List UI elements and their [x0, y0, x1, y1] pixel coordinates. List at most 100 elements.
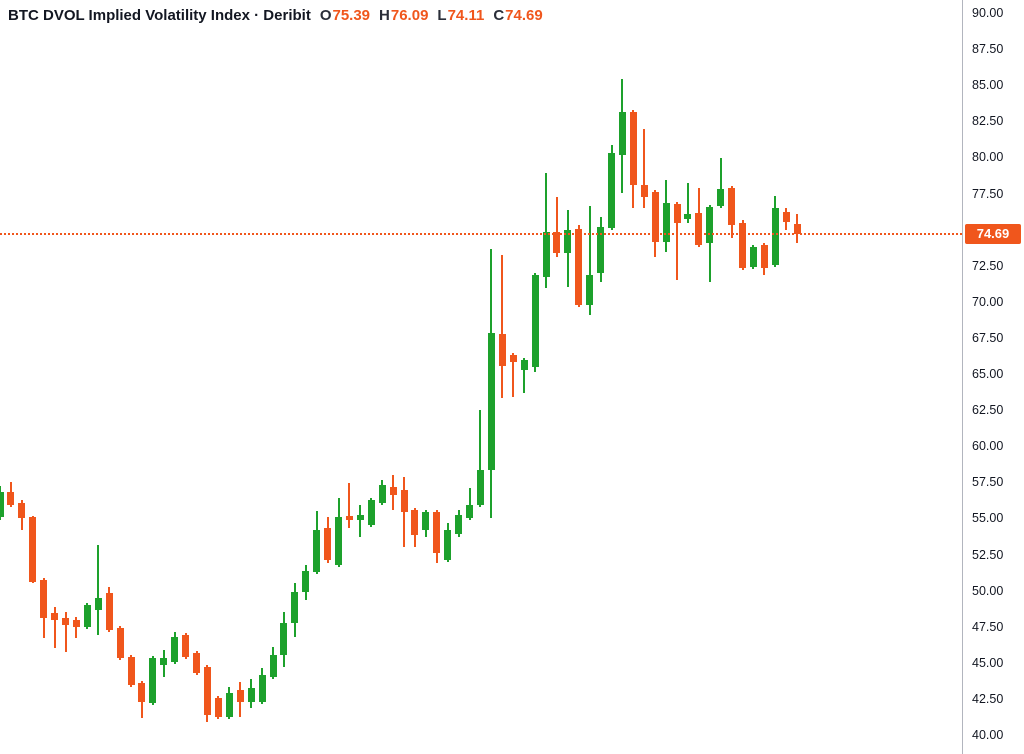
- y-axis-label: 67.50: [972, 331, 1004, 345]
- candle-body: [357, 515, 364, 520]
- candle-body: [663, 203, 670, 242]
- candle-body: [302, 571, 309, 592]
- y-axis-label: 72.50: [972, 259, 1004, 273]
- candle-body: [641, 185, 648, 197]
- candle-body: [717, 189, 724, 206]
- high-letter: H: [379, 7, 390, 24]
- candle-body: [215, 698, 222, 717]
- open-letter: O: [319, 7, 332, 24]
- candle-body: [7, 492, 14, 505]
- candle-body: [117, 628, 124, 658]
- candle-body: [652, 192, 659, 242]
- y-axis-label: 65.00: [972, 367, 1004, 381]
- candle-wick: [469, 488, 471, 520]
- candle-body: [477, 470, 484, 505]
- last-price-line: [0, 233, 962, 235]
- y-axis-label: 57.50: [972, 475, 1004, 489]
- candle-body: [608, 153, 615, 228]
- candle-body: [794, 224, 801, 234]
- candle-wick: [97, 545, 99, 635]
- candle-body: [564, 230, 571, 253]
- candle-body: [226, 693, 233, 717]
- y-axis-label: 80.00: [972, 150, 1004, 164]
- candle-wick: [75, 617, 77, 638]
- candle-body: [390, 487, 397, 495]
- candle-body: [313, 530, 320, 572]
- close-value: 74.69: [505, 7, 543, 24]
- candle-body: [411, 510, 418, 535]
- candle-body: [422, 512, 429, 530]
- y-axis-label: 62.50: [972, 403, 1004, 417]
- candle-wick: [65, 612, 67, 652]
- y-axis-label: 85.00: [972, 78, 1004, 92]
- candle-body: [171, 637, 178, 662]
- chart-pane[interactable]: [0, 0, 962, 754]
- candle-wick: [589, 206, 591, 315]
- candle-body: [18, 503, 25, 518]
- candle-body: [324, 528, 331, 560]
- candle-body: [706, 207, 713, 243]
- candle-body: [160, 658, 167, 665]
- last-price-label: 74.69: [965, 224, 1021, 244]
- candle-body: [433, 512, 440, 553]
- candle-body: [695, 213, 702, 245]
- open-value: 75.39: [332, 7, 371, 24]
- candle-body: [29, 517, 36, 582]
- low-value: 74.11: [447, 7, 485, 24]
- candle-wick: [54, 607, 56, 648]
- candle-body: [138, 683, 145, 702]
- candle-body: [95, 598, 102, 610]
- candle-body: [401, 490, 408, 512]
- y-axis-label: 45.00: [972, 656, 1004, 670]
- candle-body: [455, 515, 462, 534]
- high-value: 76.09: [390, 7, 429, 24]
- y-axis-label: 87.50: [972, 42, 1004, 56]
- candle-body: [674, 204, 681, 223]
- y-axis-label: 42.50: [972, 692, 1004, 706]
- candle-body: [84, 605, 91, 627]
- candle-body: [783, 212, 790, 222]
- candle-body: [466, 505, 473, 518]
- candle-body: [684, 214, 691, 219]
- candle-wick: [720, 158, 722, 208]
- candle-body: [0, 492, 4, 517]
- y-axis-label: 60.00: [972, 439, 1004, 453]
- candle-body: [728, 188, 735, 225]
- candle-body: [128, 657, 135, 685]
- candle-wick: [709, 205, 711, 282]
- candle-body: [193, 653, 200, 673]
- price-scale-axis-line: [962, 0, 963, 754]
- candle-body: [499, 334, 506, 366]
- candle-wick: [676, 202, 678, 280]
- candle-body: [73, 620, 80, 627]
- instrument-title: BTC DVOL Implied Volatility Index · Deri…: [8, 7, 311, 24]
- candle-body: [204, 667, 211, 715]
- candle-wick: [348, 483, 350, 528]
- candle-body: [237, 690, 244, 702]
- candle-body: [761, 245, 768, 268]
- candle-body: [586, 275, 593, 305]
- y-axis-label: 55.00: [972, 511, 1004, 525]
- chart-legend[interactable]: BTC DVOL Implied Volatility Index · Deri…: [8, 7, 543, 27]
- candle-body: [280, 623, 287, 655]
- candle-body: [259, 675, 266, 702]
- candle-wick: [501, 255, 503, 398]
- candle-body: [532, 275, 539, 367]
- candle-body: [335, 517, 342, 565]
- y-axis-label: 40.00: [972, 728, 1004, 742]
- candle-body: [51, 613, 58, 620]
- low-letter: L: [437, 7, 447, 24]
- candle-body: [597, 227, 604, 273]
- candle-body: [379, 485, 386, 503]
- candle-body: [40, 580, 47, 618]
- candle-body: [291, 592, 298, 623]
- y-axis-label: 52.50: [972, 548, 1004, 562]
- price-scale[interactable]: 74.69 90.00 87.50 85.00 82.50 80.00 77.50 72.5…: [962, 0, 1024, 754]
- candle-body: [488, 333, 495, 470]
- candle-wick: [687, 183, 689, 223]
- candle-wick: [512, 353, 514, 397]
- candle-body: [346, 516, 353, 520]
- y-axis-label: 47.50: [972, 620, 1004, 634]
- candle-body: [62, 618, 69, 625]
- y-axis-label: 77.50: [972, 187, 1004, 201]
